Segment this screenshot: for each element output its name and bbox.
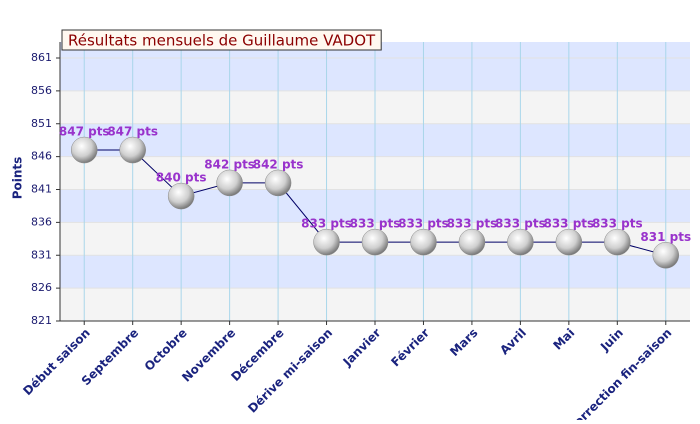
value-label: 847 pts: [59, 125, 110, 139]
value-label: 833 pts: [592, 217, 643, 231]
x-tick-label: Janvier: [340, 326, 384, 370]
y-tick-label: 841: [31, 183, 52, 196]
title-frame: [61, 29, 382, 51]
value-label: 833 pts: [301, 217, 352, 231]
marker: [264, 169, 292, 197]
y-tick-label: 836: [31, 215, 52, 228]
marker: [555, 228, 583, 256]
marker: [216, 169, 243, 197]
y-tick-label: 831: [31, 248, 52, 261]
x-tick-label: Début saison: [20, 326, 92, 398]
value-label: 847 pts: [107, 125, 158, 139]
x-tick-label: Avril: [497, 326, 529, 358]
y-tick-label: 821: [31, 314, 52, 327]
y-tick-label: 846: [31, 150, 52, 163]
value-label: 833 pts: [350, 217, 401, 231]
marker: [652, 242, 680, 269]
x-tick-label: Mai: [550, 326, 577, 353]
marker: [313, 228, 340, 256]
marker: [119, 136, 146, 164]
title-box: Résultats mensuels de Guillaume VADOT: [61, 29, 382, 51]
marker: [361, 228, 389, 256]
value-label: 833 pts: [495, 217, 546, 231]
x-tick-label: Juin: [597, 326, 626, 355]
value-label: 833 pts: [447, 217, 498, 231]
x-tick-label: Mars: [447, 326, 480, 359]
marker: [167, 182, 195, 210]
value-label: 831 pts: [640, 230, 691, 244]
value-label: 833 pts: [543, 217, 594, 231]
value-label: 840 pts: [156, 171, 207, 185]
marker: [70, 136, 98, 164]
y-tick-label: 856: [31, 84, 52, 97]
value-label: 842 pts: [253, 157, 304, 171]
y-axis-label: Points: [11, 157, 25, 200]
marker: [410, 228, 437, 256]
y-tick-label: 851: [31, 117, 52, 130]
y-tick-label: 826: [31, 281, 52, 294]
x-tick-label: Dérive mi-saison: [245, 326, 335, 416]
marker: [507, 228, 534, 256]
value-label: 842 pts: [204, 157, 255, 171]
x-tick-label: Octobre: [142, 326, 190, 374]
marker: [458, 228, 486, 256]
y-tick-label: 861: [31, 51, 52, 64]
marker: [604, 228, 631, 256]
x-tick-label: Février: [388, 326, 432, 370]
chart-title: Résultats mensuels de Guillaume VADOT: [68, 32, 376, 50]
value-label: 833 pts: [398, 217, 449, 231]
